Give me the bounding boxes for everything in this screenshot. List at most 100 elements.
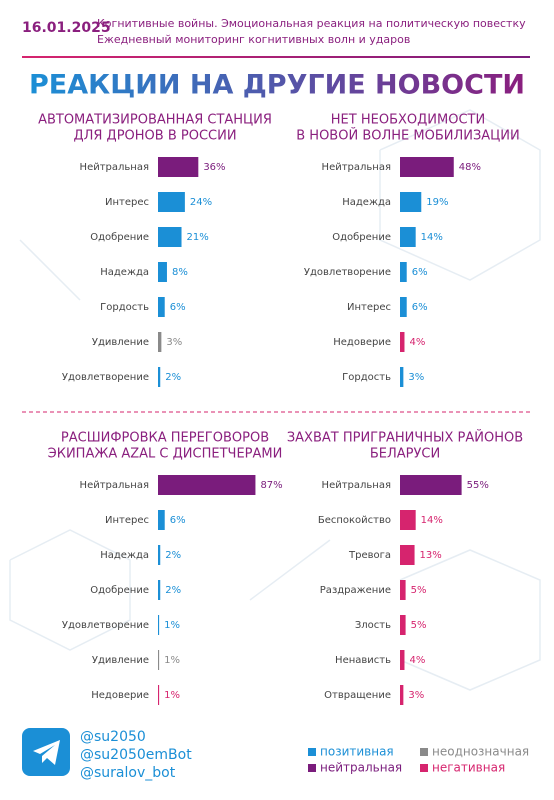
handle[interactable]: @su2050 xyxy=(80,729,146,745)
value-label: 1% xyxy=(164,620,180,631)
bar xyxy=(400,157,454,177)
category-label: Одобрение xyxy=(90,232,149,243)
category-label: Надежда xyxy=(342,197,391,208)
chart-title: РАСШИФРОВКА ПЕРЕГОВОРОВ xyxy=(61,431,269,446)
category-label: Нейтральная xyxy=(322,162,391,173)
legend-swatch xyxy=(420,764,428,772)
value-label: 4% xyxy=(409,655,425,666)
category-label: Раздражение xyxy=(320,585,391,596)
bar xyxy=(158,475,256,495)
category-label: Гордость xyxy=(100,302,149,313)
bar xyxy=(158,545,161,565)
bar xyxy=(400,332,405,352)
bar xyxy=(158,297,165,317)
value-label: 3% xyxy=(166,337,182,348)
category-label: Надежда xyxy=(100,267,149,278)
value-label: 6% xyxy=(412,267,428,278)
bar xyxy=(400,510,416,530)
handle[interactable]: @suralov_bot xyxy=(80,765,176,781)
telegram-plane xyxy=(33,740,60,765)
bar xyxy=(400,262,407,282)
legend-swatch xyxy=(420,748,428,756)
category-label: Удивление xyxy=(92,655,149,666)
value-label: 36% xyxy=(203,162,225,173)
bar xyxy=(400,685,404,705)
category-label: Нейтральная xyxy=(80,162,149,173)
handle[interactable]: @su2050emBot xyxy=(80,747,192,763)
chart-title: ДЛЯ ДРОНОВ В РОССИИ xyxy=(73,129,236,144)
value-label: 1% xyxy=(164,655,180,666)
category-label: Интерес xyxy=(105,515,149,526)
bar xyxy=(400,227,416,247)
bar xyxy=(158,615,160,635)
value-label: 8% xyxy=(172,267,188,278)
telegram-icon xyxy=(22,728,70,776)
chart-title: ЭКИПАЖА AZAL С ДИСПЕТЧЕРАМИ xyxy=(48,447,283,462)
bar xyxy=(400,475,462,495)
value-label: 2% xyxy=(165,585,181,596)
bar xyxy=(158,650,160,670)
subtitle: Когнитивные войны. Эмоциональная реакция… xyxy=(97,17,526,30)
value-label: 48% xyxy=(459,162,481,173)
category-label: Отвращение xyxy=(324,690,391,701)
value-label: 2% xyxy=(165,550,181,561)
bar xyxy=(158,227,182,247)
bar xyxy=(400,297,407,317)
chart-title: АВТОМАТИЗИРОВАННАЯ СТАНЦИЯ xyxy=(38,113,272,128)
category-label: Удовлетворение xyxy=(62,620,149,631)
value-label: 87% xyxy=(260,480,282,491)
category-label: Ненависть xyxy=(335,655,391,666)
value-label: 24% xyxy=(190,197,212,208)
value-label: 6% xyxy=(170,302,186,313)
value-label: 5% xyxy=(411,585,427,596)
bar xyxy=(158,510,165,530)
value-label: 21% xyxy=(187,232,209,243)
value-label: 5% xyxy=(411,620,427,631)
bar xyxy=(158,685,160,705)
category-label: Интерес xyxy=(347,302,391,313)
bar xyxy=(400,580,406,600)
legend-label: негативная xyxy=(432,761,505,775)
value-label: 19% xyxy=(426,197,448,208)
bar xyxy=(400,367,404,387)
category-label: Удивление xyxy=(92,337,149,348)
value-label: 13% xyxy=(420,550,442,561)
category-label: Беспокойство xyxy=(318,515,391,526)
header-rule xyxy=(22,56,530,58)
category-label: Одобрение xyxy=(90,585,149,596)
category-label: Надежда xyxy=(100,550,149,561)
bar xyxy=(400,545,415,565)
bar xyxy=(400,615,406,635)
legend-label: неоднозначная xyxy=(432,745,529,759)
legend-label: позитивная xyxy=(320,745,394,759)
category-label: Нейтральная xyxy=(322,480,391,491)
category-label: Недоверие xyxy=(91,690,149,701)
chart-title: ЗАХВАТ ПРИГРАНИЧНЫХ РАЙОНОВ xyxy=(287,430,523,446)
subtitle: Ежедневный мониторинг когнитивных волн и… xyxy=(97,33,410,46)
bar xyxy=(158,332,162,352)
category-label: Недоверие xyxy=(333,337,391,348)
category-label: Нейтральная xyxy=(80,480,149,491)
value-label: 14% xyxy=(421,515,443,526)
legend-label: нейтральная xyxy=(320,761,402,775)
bar xyxy=(400,192,422,212)
category-label: Гордость xyxy=(342,372,391,383)
value-label: 6% xyxy=(170,515,186,526)
category-label: Удовлетворение xyxy=(62,372,149,383)
legend-swatch xyxy=(308,748,316,756)
date: 16.01.2025 xyxy=(22,20,111,36)
chart-title: В НОВОЙ ВОЛНЕ МОБИЛИЗАЦИИ xyxy=(296,128,519,144)
main-title: РЕАКЦИИ НА ДРУГИЕ НОВОСТИ xyxy=(29,70,525,101)
bar xyxy=(400,650,405,670)
category-label: Злость xyxy=(355,620,391,631)
bar xyxy=(158,192,185,212)
value-label: 14% xyxy=(421,232,443,243)
value-label: 1% xyxy=(164,690,180,701)
value-label: 4% xyxy=(409,337,425,348)
category-label: Одобрение xyxy=(332,232,391,243)
value-label: 55% xyxy=(467,480,489,491)
category-label: Тревога xyxy=(348,550,391,561)
background-network xyxy=(9,109,541,691)
